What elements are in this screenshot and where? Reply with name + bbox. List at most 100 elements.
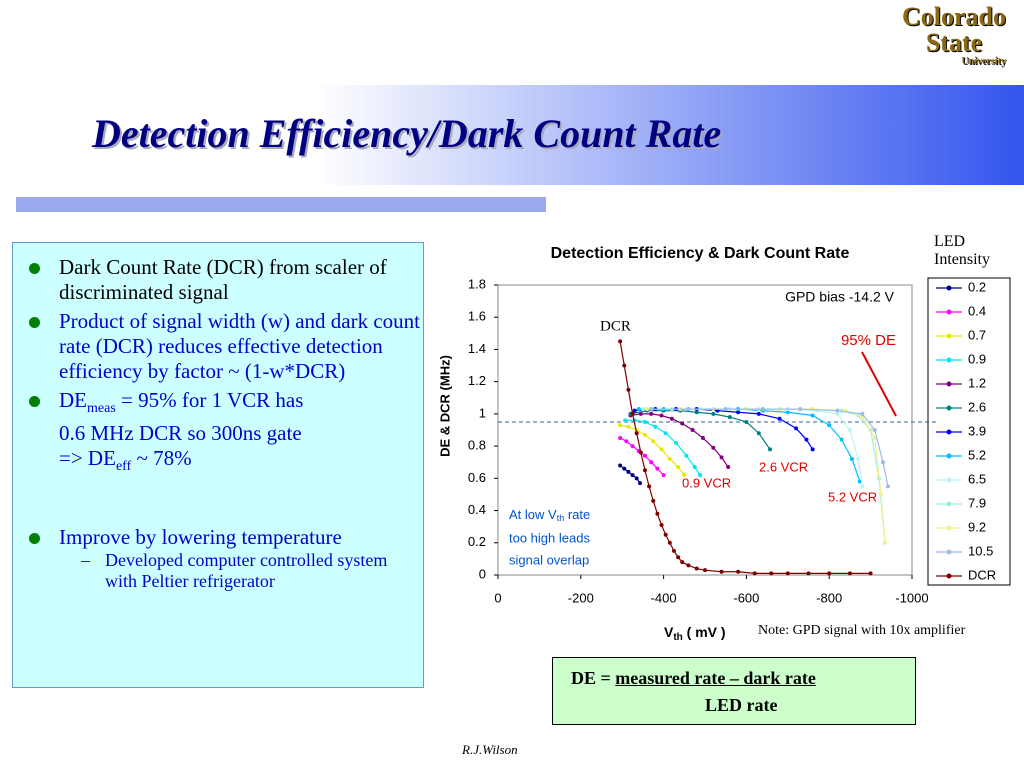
bullet: Dark Count Rate (DCR) from scaler of dis… [13,255,423,305]
data-point [719,569,724,574]
legend-title: LED Intensity [934,233,990,268]
x-tick-label: -800 [816,590,842,605]
data-point [723,407,728,412]
data-point [769,571,774,576]
data-point [655,511,660,516]
legend-marker [946,525,952,531]
data-point [794,426,799,431]
data-point [642,468,647,473]
bullet: Improve by lowering temperature [13,525,423,550]
data-point [647,484,652,489]
data-point [649,407,654,412]
data-point [839,437,844,442]
x-axis-label: Vth ( mV ) [664,624,726,643]
data-point [634,431,639,436]
data-point [630,473,635,478]
legend-marker [946,453,952,459]
data-point [872,436,877,441]
text: => DE [59,446,116,471]
data-point [878,492,883,497]
legend-marker [946,285,952,291]
data-point [667,540,672,545]
data-point [626,469,631,474]
annotation: signal overlap [509,552,589,567]
data-point [655,466,660,471]
x-tick-label: -400 [651,590,677,605]
data-point [827,423,832,428]
annotation: 2.6 VCR [759,459,808,474]
y-tick-label: 1.6 [468,309,486,324]
legend-label: 1.2 [968,375,986,390]
text: 0.6 MHz DCR so 300ns gate [59,421,302,446]
data-point [804,437,809,442]
data-point [645,407,650,412]
data-point [682,473,687,478]
sub-bullet: Developed computer controlled system wit… [13,550,423,592]
data-point [680,421,685,426]
data-point [642,432,647,437]
legend-marker [946,573,952,579]
data-point [638,481,643,486]
data-point [719,455,724,460]
data-point [638,411,643,416]
data-point [835,408,840,413]
data-point [618,423,623,428]
logo-text: Colorado [902,2,1006,31]
data-point [640,407,645,412]
footer: R.J.Wilson [462,742,518,757]
logo-text: State [925,28,983,57]
data-point [715,408,720,413]
data-point [638,450,643,455]
data-point [806,571,811,576]
plot-area [497,284,913,576]
data-point [642,453,647,458]
y-tick-label: 0.8 [468,438,486,453]
legend-marker [946,429,952,435]
data-point [703,568,707,573]
logo: Colorado State University [888,2,1020,68]
logo-text: University [961,56,1006,67]
y-tick-label: 1.2 [468,373,486,388]
text: LED [934,233,965,250]
data-point [847,571,852,576]
data-point [860,411,865,416]
legend-label: 7.9 [968,495,986,510]
annotation: DCR [600,318,631,334]
data-point [622,363,627,368]
data-point [736,410,741,415]
data-point [618,339,623,344]
legend-marker [946,357,952,363]
formula-text: LED rate [705,695,778,715]
y-tick-label: 0.2 [468,534,486,549]
y-tick-label: 1.4 [468,341,486,356]
data-point [692,465,697,470]
data-point [686,407,691,412]
data-point [756,411,761,416]
annotation: At low Vth rate [509,507,590,523]
data-point [667,457,672,461]
legend-marker [946,381,952,387]
legend-label: 6.5 [968,471,986,486]
data-point [618,436,623,441]
data-point [630,411,635,416]
data-point [881,460,886,465]
data-point [736,569,741,574]
data-point [727,415,732,420]
data-point [624,439,629,444]
formula-box: DE = measured rate – dark rate LED rate [552,657,916,725]
title-band [80,85,1024,185]
data-point [661,473,666,478]
legend-marker [946,549,952,555]
data-point [856,457,861,461]
text: = 95% for 1 VCR has [115,388,304,412]
text: Intensity [934,251,990,268]
data-point [659,447,664,452]
data-point [671,548,676,553]
data-point [623,418,628,423]
data-point [798,407,803,412]
data-point [674,440,679,445]
data-point [618,463,623,468]
subscript: th [673,632,682,643]
text: rate [564,507,590,522]
